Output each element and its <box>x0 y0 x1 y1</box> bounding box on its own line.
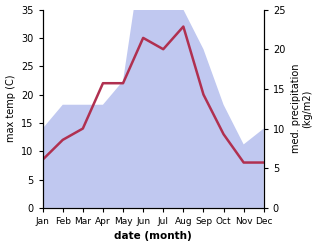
Y-axis label: med. precipitation
(kg/m2): med. precipitation (kg/m2) <box>291 64 313 153</box>
Y-axis label: max temp (C): max temp (C) <box>5 75 16 143</box>
X-axis label: date (month): date (month) <box>114 231 192 242</box>
